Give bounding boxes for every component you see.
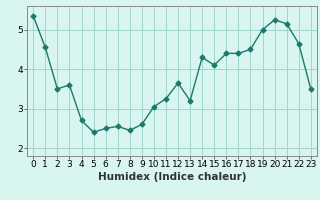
X-axis label: Humidex (Indice chaleur): Humidex (Indice chaleur)	[98, 172, 246, 182]
